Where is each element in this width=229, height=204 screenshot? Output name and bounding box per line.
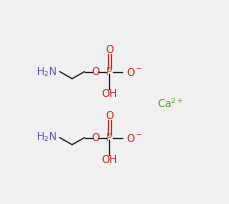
Text: Ca$^{2+}$: Ca$^{2+}$: [157, 96, 184, 110]
Text: O: O: [105, 111, 114, 121]
Text: O$^-$: O$^-$: [126, 132, 143, 144]
Text: P: P: [106, 133, 112, 143]
Text: $\mathregular{H_2N}$: $\mathregular{H_2N}$: [36, 131, 57, 144]
Text: OH: OH: [101, 89, 117, 99]
Text: O: O: [105, 45, 114, 55]
Text: O: O: [91, 133, 99, 143]
Text: $\mathregular{H_2N}$: $\mathregular{H_2N}$: [36, 65, 57, 79]
Text: O$^-$: O$^-$: [126, 66, 143, 78]
Text: O: O: [91, 67, 99, 77]
Text: OH: OH: [101, 155, 117, 165]
Text: P: P: [106, 67, 112, 77]
